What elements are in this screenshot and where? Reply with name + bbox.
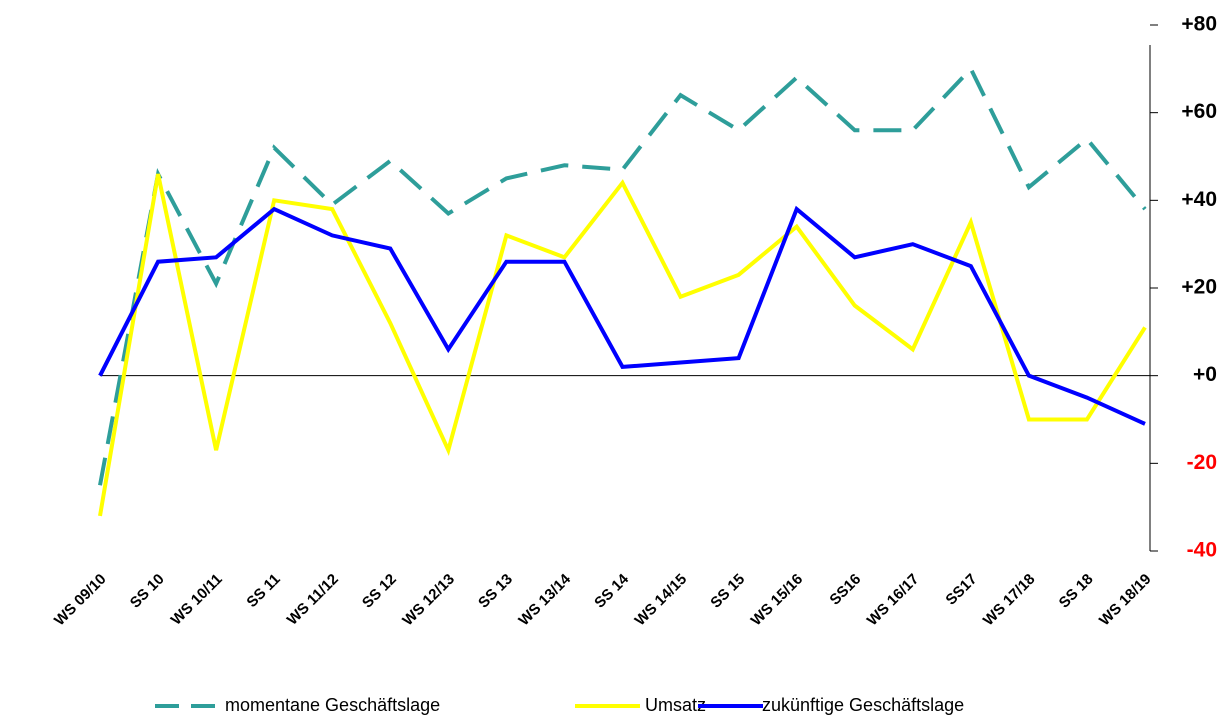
y-tick-label: +20 bbox=[1181, 276, 1217, 299]
y-tick-label: -20 bbox=[1187, 451, 1217, 474]
x-tick-label: WS 13/14 bbox=[515, 570, 574, 629]
x-tick-label: WS 11/12 bbox=[284, 571, 342, 629]
x-tick-label: WS 10/11 bbox=[168, 571, 226, 629]
line-series bbox=[98, 205, 1146, 426]
y-tick-label: +80 bbox=[1181, 13, 1217, 36]
x-tick-label: WS 16/17 bbox=[864, 571, 923, 630]
y-tick-label: +40 bbox=[1181, 188, 1217, 211]
legend-label: momentane Geschäftslage bbox=[225, 695, 440, 715]
line-series bbox=[98, 65, 1147, 486]
x-tick-label: SS 13 bbox=[475, 571, 516, 612]
y-tick-label: -40 bbox=[1187, 539, 1217, 562]
x-tick-label: WS 14/15 bbox=[632, 571, 691, 630]
y-tick-label: +60 bbox=[1181, 100, 1217, 123]
x-tick-label: WS 12/13 bbox=[399, 571, 458, 630]
legend-label: zukünftige Geschäftslage bbox=[762, 695, 964, 715]
x-tick-label: SS 15 bbox=[707, 571, 748, 612]
x-tick-label: WS 18/19 bbox=[1096, 571, 1155, 630]
x-tick-label: WS 17/18 bbox=[980, 571, 1039, 630]
x-tick-label: SS 12 bbox=[359, 571, 400, 612]
x-tick-label: WS 09/10 bbox=[51, 571, 110, 630]
x-tick-label: SS 18 bbox=[1056, 571, 1097, 612]
x-tick-label: SS17 bbox=[942, 571, 980, 609]
x-tick-label: SS 10 bbox=[127, 571, 168, 612]
line-series bbox=[98, 173, 1147, 517]
x-tick-label: SS 11 bbox=[243, 571, 283, 611]
y-tick-label: +0 bbox=[1193, 363, 1217, 386]
x-tick-label: SS 14 bbox=[591, 570, 632, 611]
x-tick-label: SS16 bbox=[826, 571, 864, 609]
x-tick-label: WS 15/16 bbox=[748, 571, 807, 630]
legend-label: Umsatz bbox=[645, 695, 706, 715]
